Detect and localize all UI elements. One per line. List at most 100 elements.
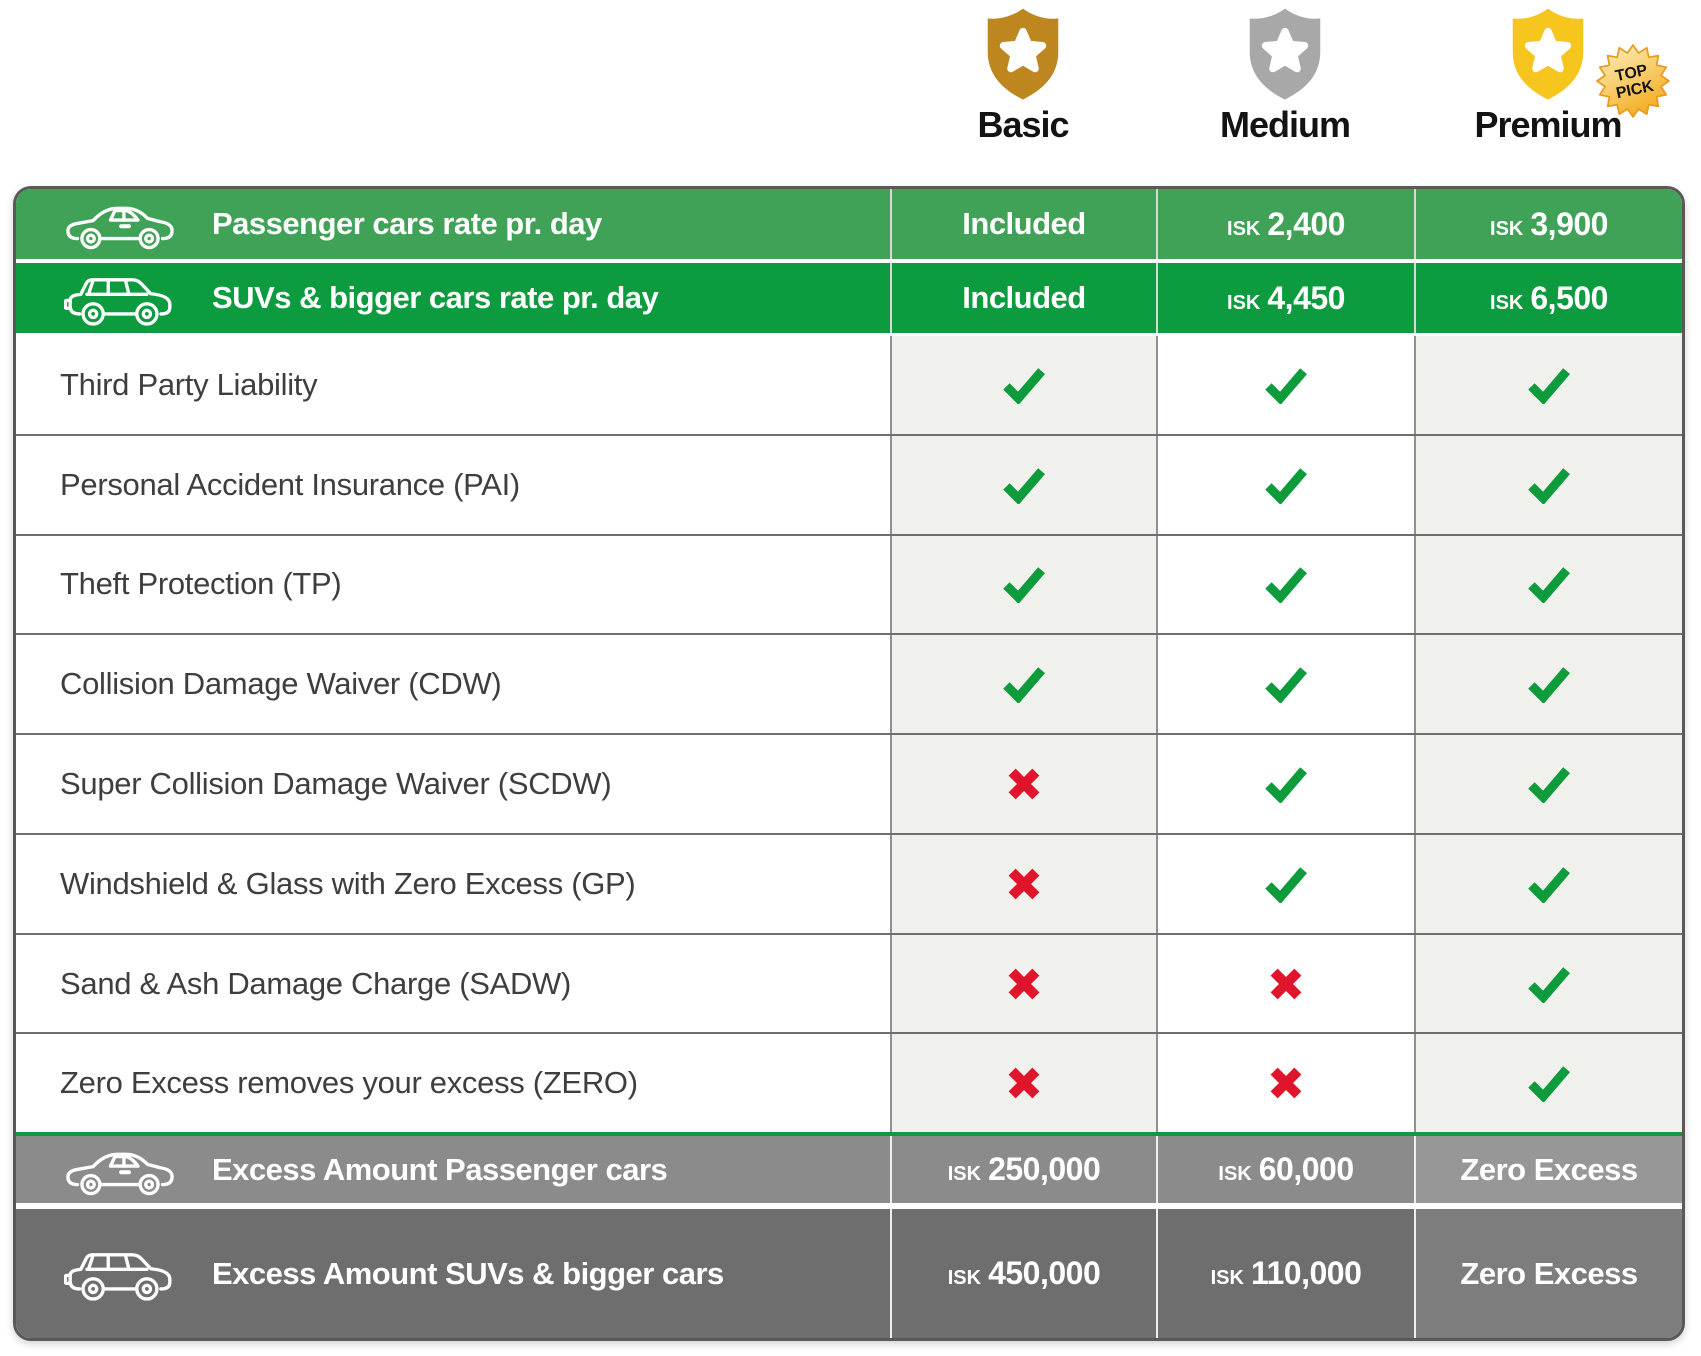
plan-value-cell: Included	[890, 189, 1156, 259]
check-icon	[1003, 667, 1045, 704]
amount-value: 110,000	[1250, 1255, 1362, 1292]
plan-value-cell: ISK 450,000	[890, 1209, 1156, 1338]
feature-label: Zero Excess removes your excess (ZERO)	[60, 1065, 638, 1101]
feature-row: Sand & Ash Damage Charge (SADW)	[16, 932, 1682, 1033]
feature-value-cell	[890, 435, 1156, 534]
rate-row-suv: SUVs & bigger cars rate pr. day Included…	[16, 263, 1682, 333]
currency-label: ISK	[947, 1163, 982, 1186]
amount-value: 450,000	[988, 1255, 1101, 1292]
feature-value-cell	[890, 336, 1156, 434]
amount-value: 4,450	[1267, 279, 1345, 316]
plan-column-premium: Premium TOP PICK	[1414, 6, 1682, 146]
plans-header: Basic Medium Premium TOP PICK	[890, 6, 1682, 146]
row-label: SUVs & bigger cars rate pr. day	[212, 280, 659, 315]
plan-value-price: ISK 6,500	[1490, 280, 1608, 317]
cross-icon	[1008, 868, 1040, 900]
check-icon	[1003, 567, 1045, 604]
plan-column-medium: Medium	[1156, 6, 1414, 146]
feature-row: Personal Accident Insurance (PAI)	[16, 433, 1682, 534]
feature-value-cell	[1414, 735, 1682, 833]
feature-value-cell	[890, 834, 1156, 933]
feature-value-cell	[890, 535, 1156, 634]
plan-value-cell: ISK 4,450	[1156, 263, 1414, 333]
feature-value-cell	[1156, 535, 1414, 634]
cross-icon	[1270, 1067, 1302, 1099]
feature-value-cell	[890, 735, 1156, 833]
suv-icon	[64, 1253, 172, 1302]
top-pick-badge-line1: TOP	[1614, 62, 1650, 85]
row-label: Excess Amount SUVs & bigger cars	[212, 1255, 724, 1291]
feature-value-cell	[890, 635, 1156, 734]
feature-value-cell	[1156, 336, 1414, 434]
row-label-cell: Excess Amount Passenger cars	[16, 1136, 890, 1203]
row-head: SUVs & bigger cars rate pr. day	[16, 268, 659, 328]
row-head: Excess Amount SUVs & bigger cars	[16, 1243, 724, 1303]
check-icon	[1265, 667, 1307, 704]
plan-value-price: ISK 250,000	[948, 1151, 1101, 1188]
cross-icon	[1008, 968, 1040, 999]
check-icon	[1265, 467, 1307, 504]
plan-shield-icon	[1249, 8, 1321, 100]
plan-value-price: ISK 110,000	[1211, 1255, 1362, 1292]
row-label-cell: Excess Amount SUVs & bigger cars	[16, 1209, 890, 1338]
feature-value-cell	[1414, 834, 1682, 933]
amount-value: 250,000	[988, 1151, 1101, 1188]
plan-value-cell: Zero Excess	[1414, 1136, 1682, 1204]
check-icon	[1528, 966, 1570, 1003]
currency-label: ISK	[1210, 1267, 1244, 1290]
plan-shield-icon	[1512, 8, 1584, 100]
plan-value-text: Zero Excess	[1460, 1255, 1638, 1291]
feature-row: Collision Damage Waiver (CDW)	[16, 633, 1682, 734]
plan-value-cell: Included	[890, 263, 1156, 333]
feature-value-cell	[1414, 535, 1682, 634]
plan-value-text: Zero Excess	[1460, 1151, 1638, 1187]
feature-label: Personal Accident Insurance (PAI)	[60, 466, 520, 502]
plan-value-cell: Zero Excess	[1414, 1209, 1682, 1338]
plan-value-cell: ISK 60,000	[1156, 1136, 1414, 1204]
feature-row: Windshield & Glass with Zero Excess (GP)	[16, 832, 1682, 933]
top-pick-badge: TOP PICK	[1596, 44, 1670, 118]
row-label: Passenger cars rate pr. day	[212, 206, 602, 241]
check-icon	[1003, 368, 1045, 404]
plan-name: Medium	[1219, 104, 1351, 145]
check-icon	[1003, 467, 1045, 504]
currency-label: ISK	[1227, 291, 1261, 314]
cross-icon	[1008, 768, 1040, 800]
feature-value-cell	[1414, 1034, 1682, 1133]
feature-value-cell	[1156, 934, 1414, 1033]
plan-value-price: ISK 2,400	[1227, 206, 1345, 243]
amount-value: 2,400	[1267, 205, 1345, 242]
row-label-cell: SUVs & bigger cars rate pr. day	[16, 263, 890, 333]
feature-label: Super Collision Damage Waiver (SCDW)	[60, 766, 612, 802]
feature-row: Super Collision Damage Waiver (SCDW)	[16, 733, 1682, 833]
row-label-cell: Passenger cars rate pr. day	[16, 189, 890, 259]
currency-label: ISK	[1218, 1163, 1252, 1186]
plan-value-text: Included	[962, 280, 1086, 315]
feature-value-cell	[1156, 435, 1414, 534]
currency-label: ISK	[1490, 291, 1524, 314]
check-icon	[1528, 667, 1570, 704]
feature-label: Sand & Ash Damage Charge (SADW)	[60, 965, 572, 1001]
row-divider	[16, 1132, 1682, 1137]
currency-label: ISK	[1490, 217, 1524, 240]
excess-row-passenger: Excess Amount Passenger cars ISK 250,000…	[16, 1136, 1682, 1204]
plan-value-cell: ISK 110,000	[1156, 1209, 1414, 1338]
feature-value-cell	[1414, 635, 1682, 734]
feature-label: Theft Protection (TP)	[60, 566, 342, 602]
rate-row-passenger: Passenger cars rate pr. day Included ISK…	[16, 189, 1682, 259]
plan-name: Premium	[1474, 104, 1622, 145]
cross-icon	[1270, 968, 1302, 999]
plan-value-price: ISK 60,000	[1218, 1151, 1354, 1188]
check-icon	[1528, 867, 1570, 903]
currency-label: ISK	[1227, 217, 1261, 240]
currency-label: ISK	[947, 1267, 982, 1290]
amount-value: 6,500	[1530, 279, 1608, 316]
plan-value-cell: ISK 6,500	[1414, 263, 1682, 333]
row-head: Excess Amount Passenger cars	[16, 1142, 668, 1198]
cross-icon	[1008, 1067, 1040, 1099]
feature-value-cell	[1156, 1034, 1414, 1133]
plan-value-text: Included	[962, 206, 1086, 241]
feature-value-cell	[1156, 834, 1414, 933]
plan-value-cell: ISK 3,900	[1414, 189, 1682, 259]
